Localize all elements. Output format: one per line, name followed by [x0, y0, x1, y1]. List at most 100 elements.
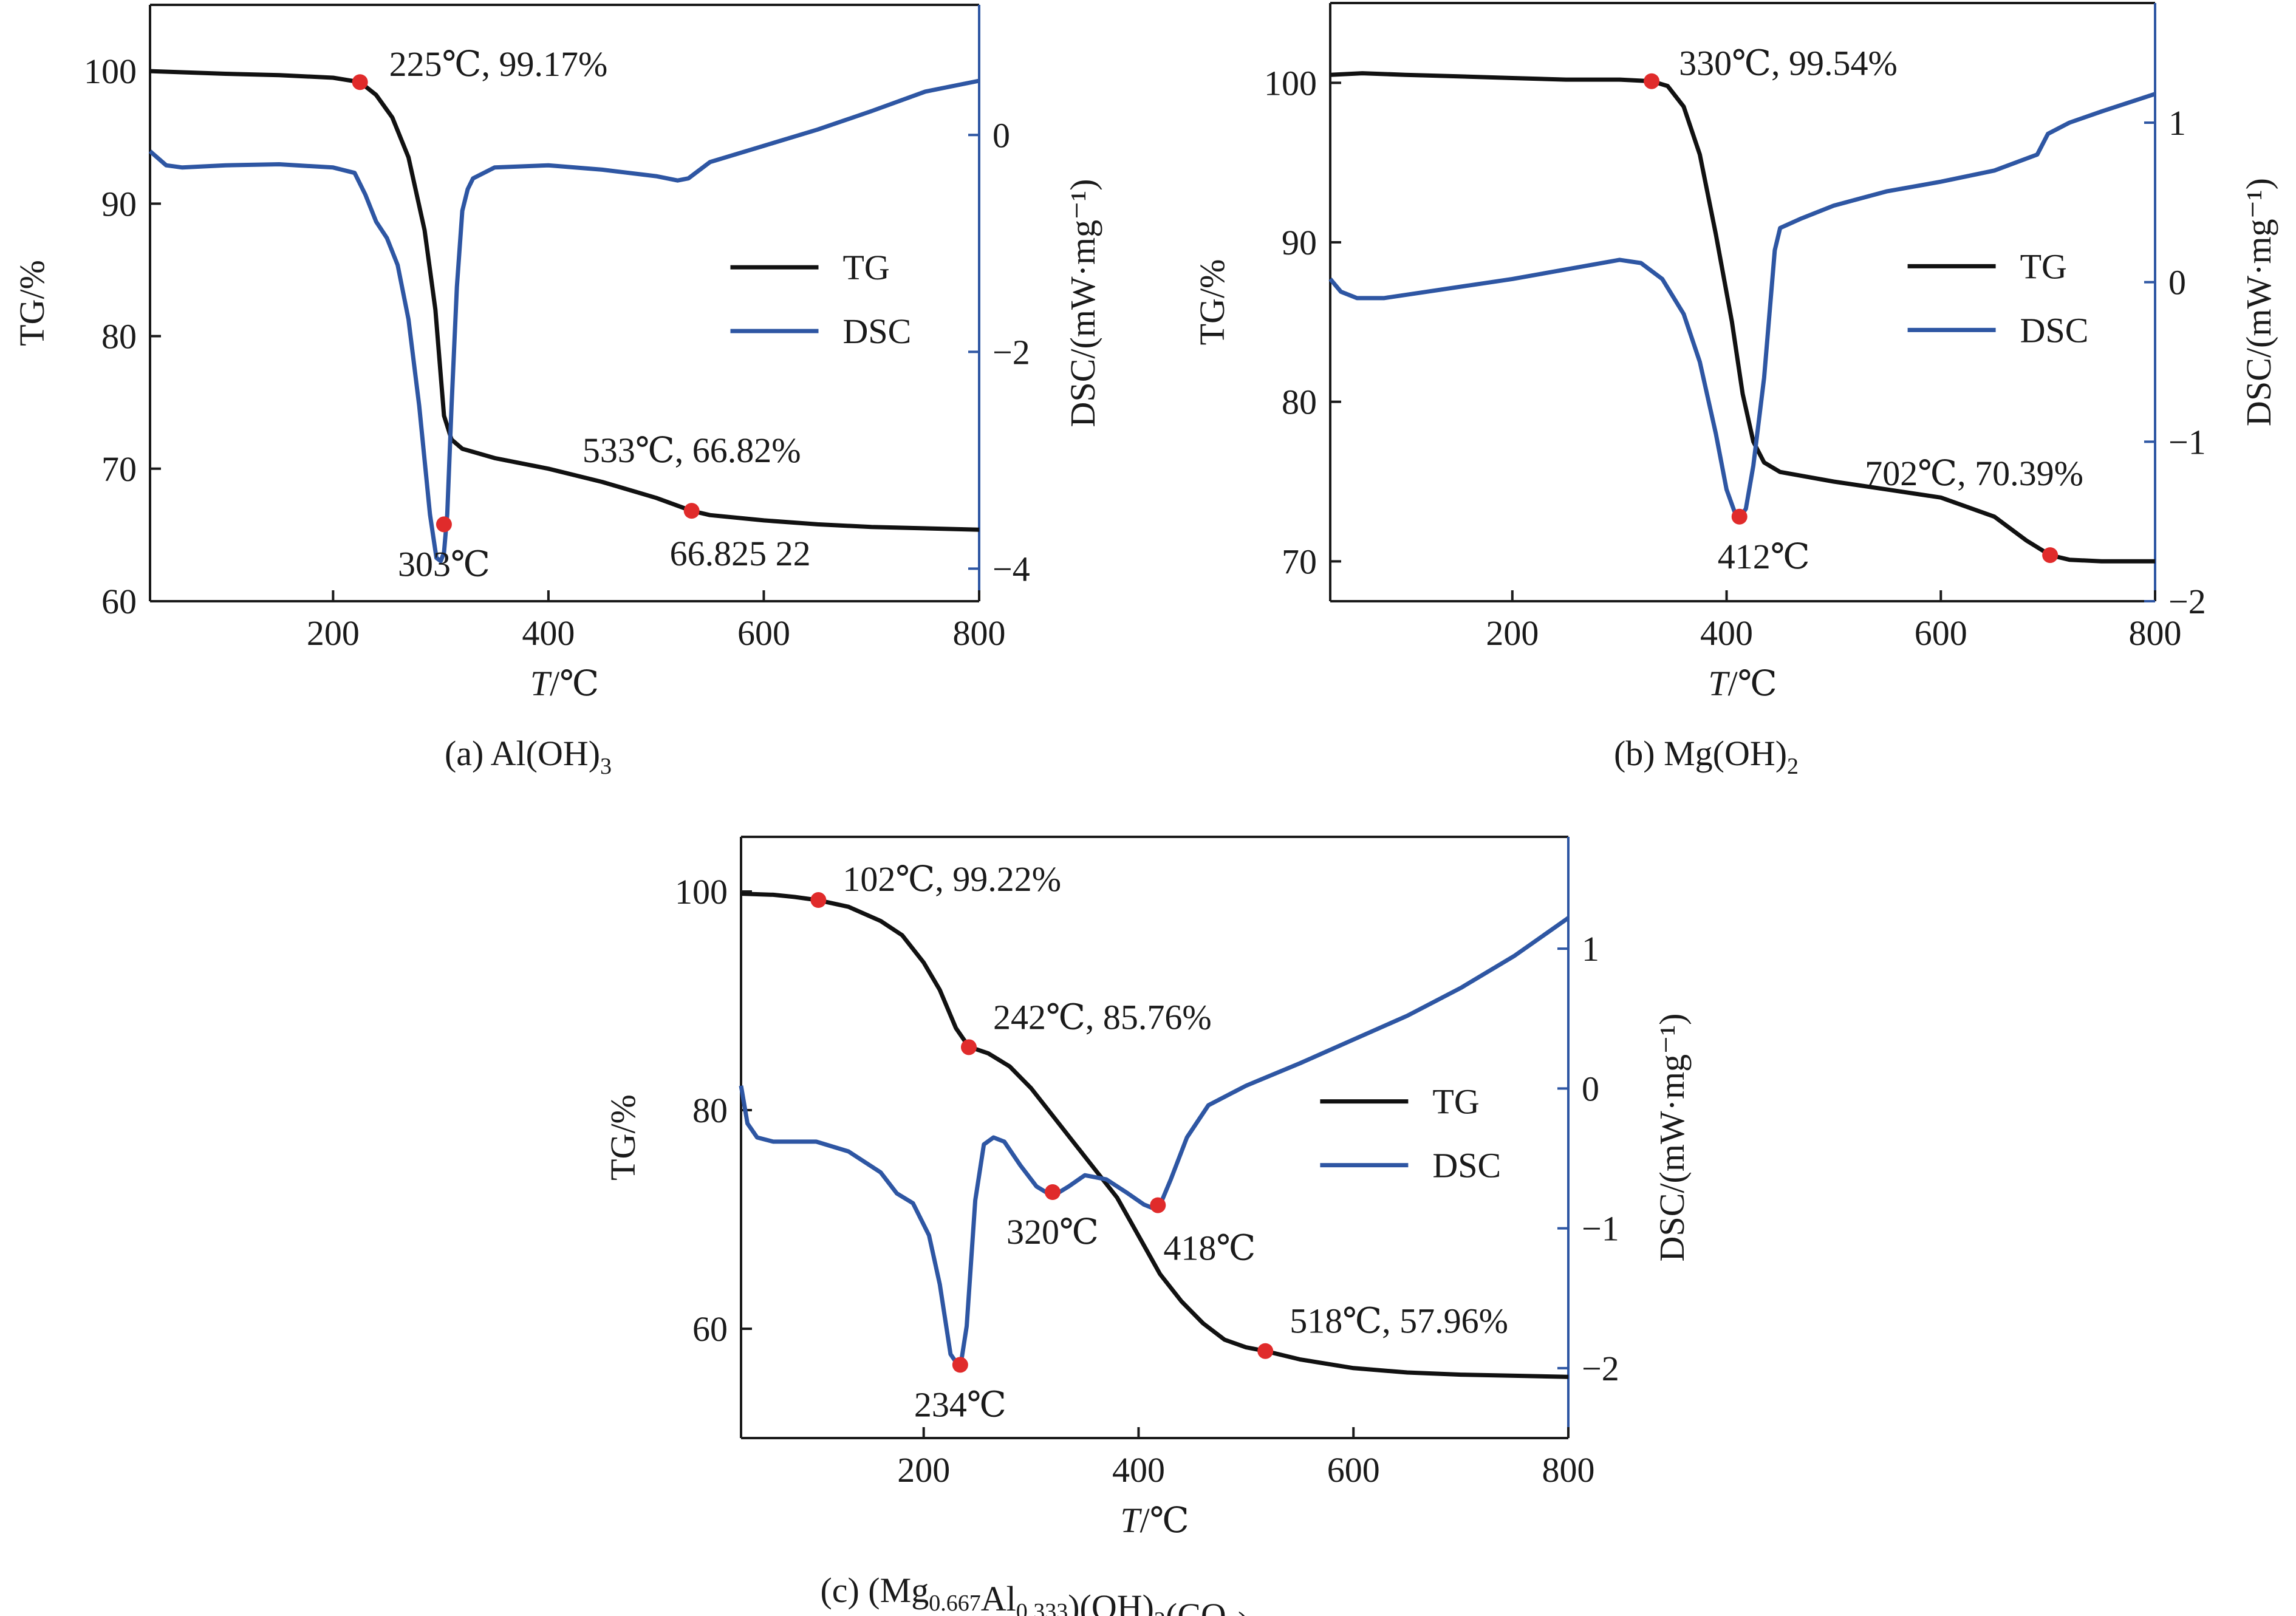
panel-caption: (a) Al(OH)3	[445, 734, 612, 779]
x-axis-title-symbol: T	[1120, 1501, 1142, 1540]
y-tick-label: 70	[1282, 542, 1317, 581]
series-dsc-line	[739, 916, 1570, 1371]
y-tick-label: 100	[675, 872, 728, 912]
x-tick-label: 600	[1915, 613, 1967, 653]
x-axis-title-symbol: T	[1708, 664, 1730, 703]
caption-subscript: 0.667	[929, 1590, 981, 1616]
legend-label-tg: TG	[843, 248, 890, 287]
y2-tick-label: −2	[993, 332, 1030, 372]
y2-tick-label: 0	[2168, 263, 2186, 302]
y2-tick-label: −2	[2168, 582, 2206, 621]
chart-panel-1: 200 400 600 800 60 70 80 90 100 −4 −2 0 T/℃ TG/% DSC/(…	[12, 4, 1102, 779]
y2-axis-title: DSC/(mW·mg⁻¹)	[1652, 1014, 1692, 1262]
annotation-label: 303℃	[398, 544, 490, 584]
chart-panel-3: 200 400 600 800 60 80 100 −2 −1 0 1 T/℃ TG/% DSC/(mW·…	[603, 836, 1692, 1616]
data-marker	[810, 892, 827, 909]
legend-label-dsc: DSC	[2020, 310, 2089, 350]
y2-tick-label: −2	[1582, 1349, 1619, 1388]
panel-caption: (c) (Mg0.667Al0.333)(OH)2(CO3)0.167(H2O)…	[820, 1570, 1416, 1616]
series-tg-line	[1330, 71, 2155, 564]
annotation-label: 225℃, 99.17%	[389, 44, 608, 84]
x-axis-title-symbol: T	[530, 664, 552, 703]
annotation-label: 412℃	[1718, 537, 1810, 576]
series-tg-line	[149, 69, 980, 532]
y2-tick-label: 0	[993, 115, 1010, 155]
data-marker	[1731, 508, 1748, 525]
series-dsc-line	[148, 78, 980, 564]
y2-tick-label: 0	[1582, 1069, 1599, 1108]
series-tg-line	[740, 892, 1569, 1379]
x-tick-label: 400	[1700, 613, 1753, 653]
y-axis-title: TG/%	[12, 260, 52, 346]
y-tick-label: 90	[1282, 223, 1317, 262]
panel-caption: (b) Mg(OH)2	[1614, 734, 1799, 779]
annotation-label: 66.825 22	[670, 534, 811, 573]
y2-tick-label: 1	[1582, 929, 1599, 969]
annotation-label: 518℃, 57.96%	[1290, 1301, 1508, 1341]
data-marker	[436, 516, 452, 533]
y-tick-label: 80	[101, 317, 137, 356]
y2-axis-title: DSC/(mW·mg⁻¹)	[1063, 179, 1102, 428]
x-tick-label: 400	[522, 613, 575, 653]
annotation-label: 330℃, 99.54%	[1679, 44, 1898, 83]
caption-text: (H	[1302, 1613, 1339, 1616]
legend-label-dsc: DSC	[1432, 1146, 1501, 1185]
y2-tick-label: −4	[993, 549, 1030, 588]
data-marker	[1257, 1343, 1274, 1359]
caption-text: )	[1238, 1604, 1249, 1616]
y-tick-label: 60	[101, 582, 137, 621]
x-tick-label: 200	[307, 613, 360, 653]
x-tick-label: 400	[1112, 1450, 1165, 1490]
caption-text: (CO	[1166, 1596, 1226, 1616]
y-axis-title: TG/%	[603, 1094, 643, 1181]
annotation-label: 242℃, 85.76%	[993, 997, 1212, 1037]
caption-subscript: 2	[1154, 1607, 1166, 1616]
caption-subscript: 0.333	[1016, 1599, 1068, 1616]
annotation-label: 418℃	[1163, 1229, 1256, 1268]
y-tick-label: 60	[692, 1309, 728, 1349]
y-tick-label: 70	[101, 449, 137, 489]
x-axis-title: T/℃	[530, 664, 599, 703]
x-tick-label: 600	[737, 613, 790, 653]
annotation-label: 320℃	[1006, 1212, 1099, 1252]
data-marker	[952, 1357, 968, 1373]
x-tick-label: 800	[1542, 1450, 1595, 1490]
x-tick-label: 600	[1327, 1450, 1380, 1490]
data-marker	[683, 503, 700, 519]
x-tick-label: 800	[2129, 613, 2182, 653]
annotation-label: 102℃, 99.22%	[842, 859, 1061, 899]
caption-text: )(OH)	[1068, 1587, 1154, 1616]
data-marker	[960, 1039, 977, 1055]
legend-label-tg: TG	[1432, 1082, 1479, 1122]
y-tick-label: 80	[692, 1091, 728, 1130]
y-tick-label: 100	[84, 52, 137, 91]
y-tick-label: 100	[1264, 63, 1317, 103]
caption-subscript: 2	[1787, 754, 1799, 779]
data-marker	[352, 74, 368, 90]
data-marker	[1150, 1197, 1166, 1213]
x-axis-title: T/℃	[1120, 1501, 1189, 1540]
legend-label-dsc: DSC	[843, 312, 912, 351]
legend-label-tg: TG	[2020, 247, 2067, 286]
x-axis-title-unit: /℃	[1140, 1501, 1189, 1540]
chart-panel-2: 200 400 600 800 70 80 90 100 −2 −1 0 1 T/℃ TG/% DSC/(m…	[1192, 2, 2278, 779]
annotation-label: 234℃	[914, 1385, 1006, 1424]
x-tick-label: 800	[953, 613, 1006, 653]
x-axis-title-unit: /℃	[550, 664, 599, 703]
caption-subscript: 3	[600, 754, 612, 779]
x-tick-label: 200	[1486, 613, 1539, 653]
data-marker	[1044, 1184, 1061, 1200]
y2-axis-title: DSC/(mW·mg⁻¹)	[2239, 178, 2278, 426]
annotation-label: 533℃, 66.82%	[583, 431, 801, 470]
caption-text: (a) Al(OH)	[445, 734, 600, 773]
x-tick-label: 200	[897, 1450, 950, 1490]
y-tick-label: 90	[101, 184, 137, 223]
annotation-label: 702℃, 70.39%	[1865, 454, 2083, 493]
caption-text: (b) Mg(OH)	[1614, 734, 1787, 773]
caption-text: (c) (Mg	[820, 1570, 929, 1610]
data-marker	[1644, 73, 1660, 89]
caption-text: Al	[981, 1579, 1016, 1616]
y2-tick-label: −1	[1582, 1209, 1619, 1249]
y-axis-title: TG/%	[1192, 259, 1232, 346]
